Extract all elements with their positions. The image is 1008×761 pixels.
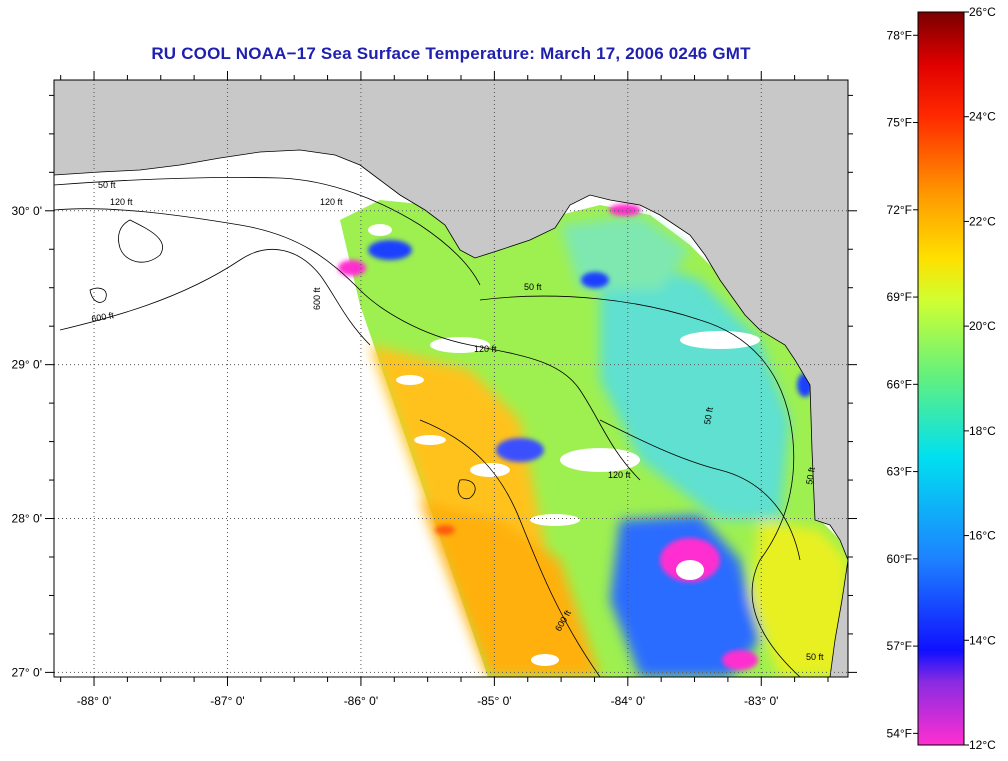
sst-warm-south <box>420 500 600 677</box>
latitude-axis: 30° 0' 29° 0' 28° 0' 27° 0' <box>12 204 42 680</box>
sst-blue-southeast <box>610 515 760 677</box>
colorbar-f-label: 63°F <box>887 465 912 479</box>
isobath-contours <box>54 177 801 677</box>
colorbar-f-label: 72°F <box>887 203 912 217</box>
contour-depth-label: 120 ft <box>110 197 133 207</box>
contour-depth-label: 50 ft <box>702 406 715 425</box>
colorbar-c-label: 24°C <box>969 110 996 124</box>
colorbar-c-label: 20°C <box>969 319 996 333</box>
longitude-axis: -88° 0' -87° 0' -86° 0' -85° 0' -84° 0' -83° … <box>77 694 779 708</box>
colorbar-f-label: 57°F <box>887 639 912 653</box>
contour-depth-label: 120 ft <box>320 197 343 207</box>
sst-magenta-patch <box>338 260 366 276</box>
sst-yellow-coast <box>750 520 848 677</box>
cloud-mask <box>368 224 760 666</box>
sst-blue-patch <box>368 240 412 260</box>
colorbar-c-label: 22°C <box>969 214 996 228</box>
colorbar-f-label: 78°F <box>887 28 912 42</box>
contour-depth-label: 600 ft <box>91 310 115 324</box>
lon-tick-label: -84° 0' <box>611 694 645 708</box>
lat-tick-label: 28° 0' <box>12 512 42 526</box>
colorbar-c-label: 12°C <box>969 738 996 752</box>
colorbar-f-label: 75°F <box>887 116 912 130</box>
contour-depth-label: 50 ft <box>524 282 542 292</box>
contour-depth-label: 120 ft <box>608 470 631 480</box>
contour-depth-label: 50 ft <box>804 466 817 485</box>
map-frame <box>53 79 849 678</box>
lon-tick-label: -86° 0' <box>344 694 378 708</box>
sst-cyan-east <box>600 250 790 520</box>
contour-depth-label: 50 ft <box>98 180 116 190</box>
land-florida <box>54 80 848 561</box>
contour-depth-label: 600 ft <box>312 287 322 310</box>
sst-blue-patch <box>581 272 609 288</box>
colorbar-f-label: 66°F <box>887 377 912 391</box>
sst-magenta-patch <box>609 204 641 216</box>
map-title: RU COOL NOAA−17 Sea Surface Temperature:… <box>151 44 751 63</box>
colorbar-f-label: 60°F <box>887 552 912 566</box>
lon-tick-label: -85° 0' <box>477 694 511 708</box>
lon-tick-label: -88° 0' <box>77 694 111 708</box>
colorbar-f-label: 69°F <box>887 290 912 304</box>
map-graticule <box>54 80 848 677</box>
land-peninsula-tip <box>829 559 848 677</box>
land-bay-detail <box>500 85 540 95</box>
contour-depth-label: 120 ft <box>474 344 497 354</box>
sst-magenta-patch <box>722 650 758 670</box>
lon-tick-label: -83° 0' <box>744 694 778 708</box>
colorbar-c-label: 18°C <box>969 424 996 438</box>
lon-tick-label: -87° 0' <box>210 694 244 708</box>
axis-ticks <box>45 71 857 686</box>
sst-cyan-north <box>560 215 690 290</box>
map-plot-area: 50 ft 120 ft 600 ft 50 ft 120 ft 600 ft 120 ft… <box>54 80 848 677</box>
sst-field <box>338 200 848 677</box>
sst-red-patch <box>435 525 455 535</box>
colorbar-f-label: 54°F <box>887 726 912 740</box>
colorbar-c-label: 14°C <box>969 633 996 647</box>
lat-tick-label: 30° 0' <box>12 204 42 218</box>
sst-blue-patch <box>496 438 544 462</box>
colorbar-fahrenheit-scale: 78°F 75°F 72°F 69°F 66°F 63°F 60°F 57°F 54°F <box>887 28 918 740</box>
colorbar <box>917 11 965 746</box>
colorbar-c-label: 26°C <box>969 5 996 19</box>
lat-tick-label: 27° 0' <box>12 665 42 679</box>
lat-tick-label: 29° 0' <box>12 358 42 372</box>
contour-depth-label: 50 ft <box>806 652 824 662</box>
colorbar-c-label: 16°C <box>969 529 996 543</box>
colorbar-celsius-scale: 26°C 24°C 22°C 20°C 18°C 16°C 14°C 12°C <box>964 5 996 752</box>
